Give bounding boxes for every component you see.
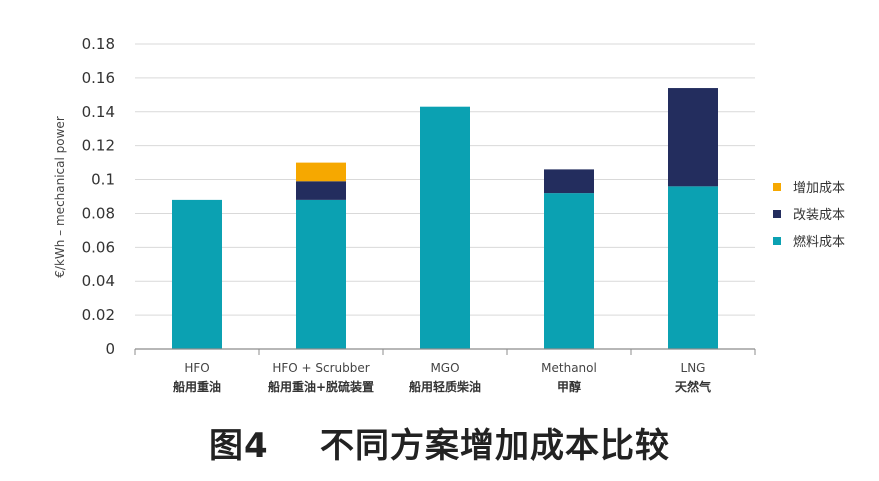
y-tick-label: 0.16	[82, 69, 115, 87]
x-tick-label-zh: 船用重油	[173, 379, 221, 394]
bar-segment	[172, 199, 222, 349]
bar-segment	[296, 162, 346, 182]
y-tick-label: 0.06	[82, 238, 115, 256]
y-tick-label: 0.08	[82, 204, 115, 222]
y-tick-label: 0	[105, 340, 115, 358]
bar-segment	[296, 199, 346, 349]
y-tick-label: 0.18	[82, 35, 115, 53]
figure-caption: 图4 不同方案增加成本比较	[208, 426, 670, 466]
bars	[172, 88, 718, 349]
legend-label: 增加成本	[793, 181, 845, 196]
legend-swatch	[773, 237, 781, 245]
y-tick-label: 0.02	[82, 306, 115, 324]
legend-label: 改装成本	[793, 208, 845, 223]
x-tick-label: HFO	[184, 361, 209, 375]
bar-segment	[544, 169, 594, 194]
bar-segment	[668, 186, 718, 349]
bar-segment	[420, 106, 470, 349]
y-tick-label: 0.1	[91, 171, 115, 189]
x-tick-label: MGO	[430, 361, 459, 375]
y-tick-label: 0.04	[82, 272, 115, 290]
x-tick-label: Methanol	[541, 361, 597, 375]
axes: 0 0.02 0.04 0.06 0.08 0.1 0.12 0.14 0.16 0.18 HFO 船…	[82, 35, 756, 394]
x-tick-label-zh: 甲醇	[557, 379, 581, 394]
legend-swatch	[773, 210, 781, 218]
bar-segment	[668, 88, 718, 187]
legend-label: 燃料成本	[793, 234, 845, 250]
x-tick-label: HFO + Scrubber	[272, 361, 369, 375]
x-tick-label-zh: 船用重油+脱硫装置	[268, 379, 374, 394]
x-tick-label: LNG	[681, 361, 706, 375]
y-tick-label: 0.12	[82, 137, 115, 155]
bar-segment	[296, 181, 346, 200]
y-tick-label: 0.14	[82, 103, 115, 121]
legend-swatch	[773, 183, 781, 191]
bar-segment	[544, 193, 594, 349]
y-axis-label: €/kWh – mechanical power	[53, 116, 67, 278]
x-tick-label-zh: 天然气	[675, 379, 711, 394]
x-tick-label-zh: 船用轻质柴油	[409, 379, 481, 394]
